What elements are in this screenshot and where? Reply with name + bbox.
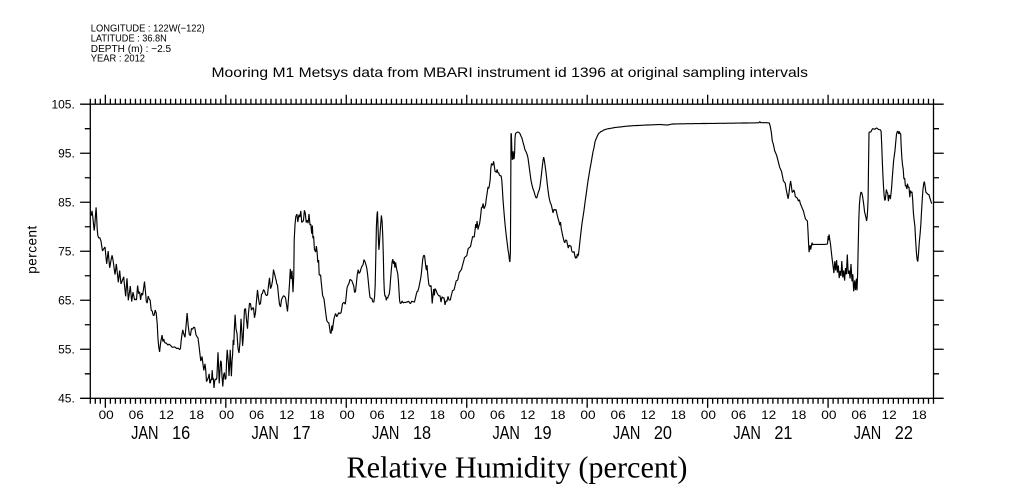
svg-text:Mooring M1 Metsys data from MB: Mooring M1 Metsys data from MBARI instru… xyxy=(212,64,809,80)
svg-text:18: 18 xyxy=(189,408,205,422)
svg-text:12: 12 xyxy=(761,408,777,422)
svg-text:12: 12 xyxy=(520,408,536,422)
svg-text:00: 00 xyxy=(340,408,356,422)
svg-text:06: 06 xyxy=(731,408,747,422)
svg-text:JAN: JAN xyxy=(372,423,399,443)
svg-text:JAN: JAN xyxy=(252,423,279,443)
svg-text:75.: 75. xyxy=(58,245,75,259)
svg-text:00: 00 xyxy=(99,408,115,422)
svg-text:12: 12 xyxy=(279,408,295,422)
svg-text:85.: 85. xyxy=(58,196,75,210)
svg-text:00: 00 xyxy=(460,408,476,422)
svg-text:18: 18 xyxy=(430,408,446,422)
svg-text:LATITUDE : 36.8N: LATITUDE : 36.8N xyxy=(91,34,167,45)
svg-text:18: 18 xyxy=(671,408,687,422)
svg-text:percent: percent xyxy=(25,225,40,274)
svg-text:16: 16 xyxy=(172,423,190,443)
svg-text:18: 18 xyxy=(309,408,325,422)
svg-text:06: 06 xyxy=(249,408,265,422)
svg-text:55.: 55. xyxy=(58,343,75,357)
svg-text:65.: 65. xyxy=(58,294,75,308)
svg-text:JAN: JAN xyxy=(854,423,881,443)
svg-text:18: 18 xyxy=(912,408,928,422)
svg-text:22: 22 xyxy=(895,423,913,443)
svg-text:06: 06 xyxy=(370,408,386,422)
svg-text:12: 12 xyxy=(400,408,416,422)
svg-text:06: 06 xyxy=(851,408,867,422)
svg-text:19: 19 xyxy=(534,423,552,443)
svg-text:06: 06 xyxy=(129,408,145,422)
svg-text:18: 18 xyxy=(413,423,431,443)
svg-text:06: 06 xyxy=(611,408,627,422)
svg-text:12: 12 xyxy=(882,408,898,422)
svg-text:95.: 95. xyxy=(58,147,75,161)
svg-text:JAN: JAN xyxy=(613,423,640,443)
svg-text:00: 00 xyxy=(821,408,837,422)
svg-text:18: 18 xyxy=(550,408,566,422)
svg-text:JAN: JAN xyxy=(493,423,520,443)
svg-text:DEPTH (m) : −2.5: DEPTH (m) : −2.5 xyxy=(91,44,172,55)
svg-text:00: 00 xyxy=(580,408,596,422)
svg-text:06: 06 xyxy=(490,408,506,422)
svg-text:45.: 45. xyxy=(58,392,75,406)
svg-text:00: 00 xyxy=(701,408,717,422)
svg-text:JAN: JAN xyxy=(131,423,158,443)
svg-text:20: 20 xyxy=(654,423,672,443)
svg-text:21: 21 xyxy=(774,423,792,443)
svg-text:12: 12 xyxy=(159,408,175,422)
svg-text:17: 17 xyxy=(293,423,311,443)
svg-text:Relative Humidity (percent): Relative Humidity (percent) xyxy=(347,450,688,485)
svg-text:12: 12 xyxy=(641,408,657,422)
svg-text:LONGITUDE : 122W(−122): LONGITUDE : 122W(−122) xyxy=(91,23,205,34)
svg-text:18: 18 xyxy=(791,408,807,422)
svg-text:105.: 105. xyxy=(51,98,74,112)
svg-text:JAN: JAN xyxy=(733,423,760,443)
svg-text:00: 00 xyxy=(219,408,235,422)
svg-text:YEAR : 2012: YEAR : 2012 xyxy=(91,54,146,65)
